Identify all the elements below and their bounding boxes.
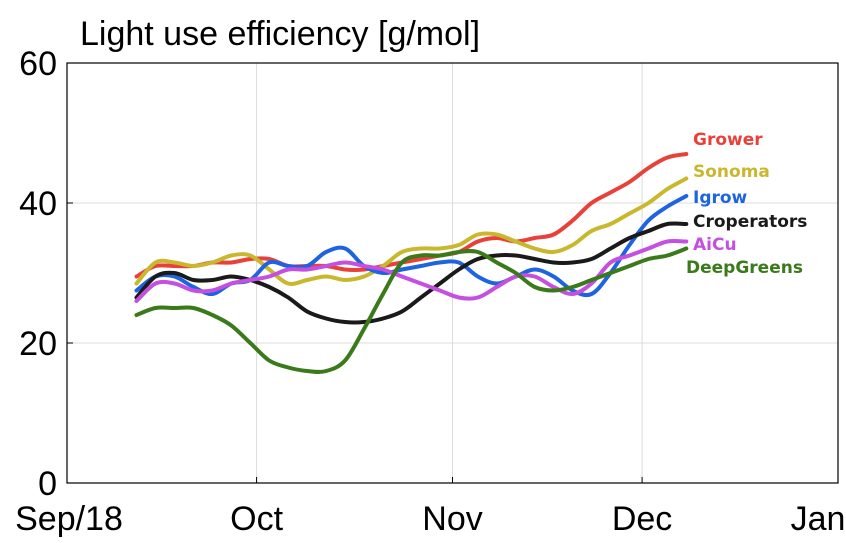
x-tick-label: Jan [791, 500, 846, 538]
x-tick-label: Dec [612, 500, 672, 538]
legend-label-sonoma: Sonoma [693, 162, 770, 182]
x-tick-label: Oct [230, 500, 283, 538]
legend-label-deepgreens: DeepGreens [686, 258, 803, 278]
y-tick-label: 0 [38, 465, 57, 503]
legend-label-grower: Grower [693, 130, 763, 150]
legend-label-aicu: AiCu [693, 235, 737, 255]
legend-label-croperators: Croperators [693, 212, 807, 232]
y-tick-label: 60 [19, 45, 57, 83]
x-tick-label: Nov [422, 500, 482, 538]
chart-title: Light use efficiency [g/mol] [80, 15, 480, 53]
series-lines [134, 152, 689, 374]
y-tick-label: 40 [19, 185, 57, 223]
legend-label-igrow: Igrow [693, 188, 748, 208]
series-line-grower [134, 152, 689, 279]
x-tick-label: Sep/18 [15, 500, 123, 538]
series-line-deepgreens [134, 246, 689, 374]
legend: Grower Sonoma Igrow Croperators AiCu DeepGree… [686, 130, 807, 278]
series-line-sonoma [134, 176, 689, 286]
series-line-aicu [134, 238, 689, 303]
tick-labels: Sep/18 Oct Nov Dec Jan 0 20 40 60 [15, 45, 845, 538]
y-tick-label: 20 [19, 325, 57, 363]
series-line-croperators [134, 221, 689, 325]
